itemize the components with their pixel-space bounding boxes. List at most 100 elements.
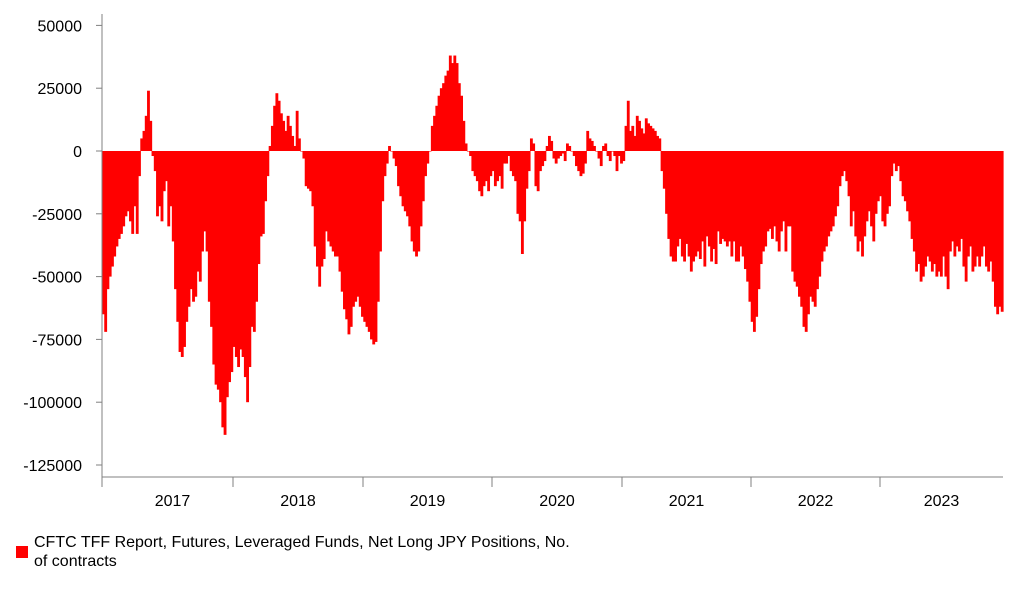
bar bbox=[381, 151, 385, 202]
bar bbox=[741, 151, 745, 257]
bar bbox=[124, 151, 128, 217]
bar bbox=[455, 63, 459, 151]
bar bbox=[442, 83, 445, 151]
bar bbox=[356, 151, 360, 297]
bar bbox=[969, 151, 973, 247]
bar bbox=[840, 151, 844, 177]
bar bbox=[142, 130, 146, 151]
bar bbox=[897, 151, 900, 167]
bar bbox=[162, 151, 166, 192]
bar bbox=[392, 151, 396, 159]
bar bbox=[390, 151, 394, 152]
bar bbox=[469, 151, 473, 157]
bar bbox=[786, 151, 790, 227]
bar bbox=[550, 140, 554, 151]
bar bbox=[948, 151, 952, 252]
bar bbox=[439, 88, 443, 151]
x-tick-label: 2023 bbox=[924, 493, 960, 510]
bar bbox=[694, 151, 698, 257]
bar bbox=[482, 151, 486, 187]
bar bbox=[205, 151, 209, 252]
y-axis-ticks: 50000 25000 0 -25000 -50000 -75000 -100000 -125… bbox=[23, 18, 102, 475]
bar bbox=[804, 151, 808, 332]
bar bbox=[793, 151, 797, 282]
bar bbox=[822, 151, 826, 252]
bar bbox=[780, 151, 783, 232]
bar bbox=[176, 151, 180, 322]
bar bbox=[126, 151, 130, 212]
bar bbox=[953, 151, 957, 257]
bar bbox=[676, 151, 680, 247]
bar bbox=[372, 151, 376, 345]
bar bbox=[252, 151, 256, 332]
bar bbox=[358, 151, 362, 307]
bar bbox=[885, 151, 889, 214]
bar bbox=[707, 151, 711, 247]
bar bbox=[340, 151, 344, 292]
bar bbox=[604, 143, 608, 151]
bar bbox=[566, 143, 569, 151]
bar bbox=[667, 151, 671, 239]
bar bbox=[302, 151, 306, 159]
bar bbox=[568, 145, 572, 151]
bar bbox=[660, 151, 664, 172]
bar bbox=[825, 151, 828, 247]
bar bbox=[201, 151, 204, 252]
bar bbox=[259, 151, 263, 237]
bar bbox=[951, 151, 955, 242]
bar bbox=[719, 151, 723, 244]
bar bbox=[532, 143, 536, 151]
bar bbox=[270, 125, 274, 151]
bar bbox=[196, 151, 200, 272]
bar bbox=[615, 151, 619, 172]
bar bbox=[361, 151, 364, 317]
y-tick-label: -125000 bbox=[23, 458, 82, 475]
bar bbox=[548, 135, 551, 151]
bar bbox=[843, 151, 846, 172]
bar bbox=[665, 151, 668, 214]
bar bbox=[572, 151, 576, 157]
bar bbox=[219, 151, 222, 403]
bar bbox=[527, 151, 531, 172]
bar bbox=[759, 151, 763, 265]
bar bbox=[306, 151, 310, 189]
bar bbox=[221, 151, 225, 428]
bar bbox=[701, 151, 705, 242]
bar bbox=[782, 151, 786, 222]
bar bbox=[466, 151, 470, 152]
bar bbox=[297, 138, 301, 151]
bar bbox=[138, 151, 141, 177]
x-tick-label: 2019 bbox=[410, 493, 446, 510]
bar bbox=[629, 130, 632, 151]
x-tick-label: 2018 bbox=[280, 493, 316, 510]
bar bbox=[275, 93, 279, 151]
bar bbox=[113, 151, 117, 257]
x-axis-ticks: 2017 2018 2019 2020 2021 2022 2023 bbox=[101, 477, 960, 510]
bar bbox=[264, 151, 268, 202]
bar bbox=[570, 151, 574, 152]
bar bbox=[820, 151, 824, 262]
bar bbox=[982, 151, 986, 247]
bar bbox=[829, 151, 833, 232]
bar bbox=[153, 151, 157, 172]
bar bbox=[268, 145, 272, 151]
bar bbox=[520, 151, 524, 254]
bar bbox=[984, 151, 988, 267]
bar-series bbox=[102, 55, 1004, 435]
bar bbox=[223, 151, 227, 435]
bar bbox=[291, 135, 295, 151]
bar bbox=[890, 151, 894, 177]
bar bbox=[721, 151, 725, 239]
bar bbox=[933, 151, 937, 265]
x-tick-label: 2020 bbox=[539, 493, 575, 510]
bar bbox=[768, 151, 772, 229]
bar bbox=[475, 151, 479, 182]
bar bbox=[401, 151, 405, 207]
bar bbox=[662, 151, 666, 189]
bar bbox=[586, 130, 590, 151]
bar bbox=[525, 151, 529, 189]
bar bbox=[978, 151, 982, 267]
bar bbox=[883, 151, 887, 227]
bar bbox=[620, 151, 623, 164]
bar bbox=[424, 151, 427, 177]
